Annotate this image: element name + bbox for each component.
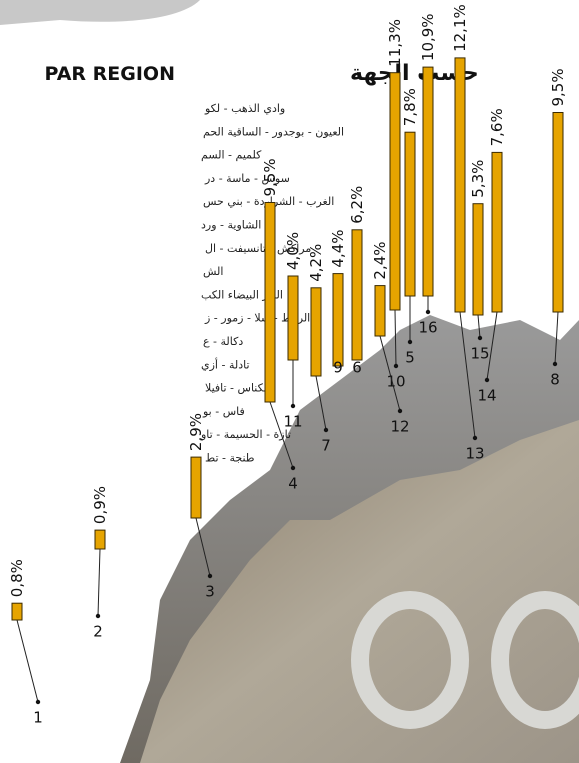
leader-dot xyxy=(408,340,412,344)
leader-dot xyxy=(426,310,430,314)
category-label: 3 xyxy=(205,583,215,601)
category-label: 10 xyxy=(386,373,405,391)
leader-dot xyxy=(324,428,328,432)
leader-dot xyxy=(394,364,398,368)
value-label: 7,6% xyxy=(488,108,506,146)
category-label: 1 xyxy=(33,709,43,727)
category-label: 7 xyxy=(321,437,331,455)
region-name: مكناس - تافيلا xyxy=(205,382,270,395)
region-name: العيون - بوجدور - الساقية الحم xyxy=(203,125,344,138)
leader-dot xyxy=(208,574,212,578)
bar xyxy=(311,288,321,376)
leader-dot xyxy=(291,466,295,470)
category-label: 16 xyxy=(418,319,437,337)
leader-line xyxy=(98,549,100,616)
region-name: تازة - الحسيمة - تاو xyxy=(200,428,291,441)
leader-dot xyxy=(36,700,40,704)
category-label: 5 xyxy=(405,349,415,367)
leader-dot xyxy=(96,614,100,618)
region-name: تادلة - أزي xyxy=(201,357,250,371)
infographic: PAR REGION حسب الجهة وادي الذهب - لكوالع… xyxy=(0,0,579,763)
value-label: 0,9% xyxy=(91,486,109,524)
category-label: 9 xyxy=(333,359,343,377)
region-name: الش xyxy=(203,265,223,278)
leader-dot xyxy=(485,378,489,382)
bar xyxy=(473,204,483,315)
bar xyxy=(12,603,22,620)
bar xyxy=(390,73,400,310)
category-label: 15 xyxy=(470,345,489,363)
background-shape xyxy=(0,0,200,25)
value-label: 6,2% xyxy=(348,186,366,224)
leader-dot xyxy=(478,336,482,340)
region-name: طنجة - تط xyxy=(205,452,255,465)
bar xyxy=(191,457,201,518)
leader-dot xyxy=(398,409,402,413)
value-label: 12,1% xyxy=(451,4,469,52)
category-label: 8 xyxy=(550,371,560,389)
region-name: فاس - بو xyxy=(202,405,245,418)
category-label: 4 xyxy=(288,475,298,493)
value-label: 4,2% xyxy=(307,244,325,282)
bar xyxy=(405,132,415,296)
leader-dot xyxy=(553,362,557,366)
value-label: 4,4% xyxy=(329,229,347,267)
category-label: 11 xyxy=(283,413,302,431)
bar xyxy=(333,274,343,366)
value-label: 4,0% xyxy=(284,232,302,270)
value-label: 7,8% xyxy=(401,88,419,126)
bar xyxy=(375,286,385,336)
region-name: وادي الذهب - لكو xyxy=(204,102,285,115)
category-label: 6 xyxy=(352,359,362,377)
value-label: 10,9% xyxy=(419,13,437,61)
category-label: 14 xyxy=(477,387,496,405)
category-label: 2 xyxy=(93,623,103,641)
value-label: 2,9% xyxy=(187,413,205,451)
value-label: 0,8% xyxy=(8,559,26,597)
leader-dot xyxy=(473,436,477,440)
value-label: 9,5% xyxy=(261,158,279,196)
bar xyxy=(265,203,275,403)
bar xyxy=(95,530,105,549)
bar xyxy=(288,276,298,360)
bar xyxy=(423,67,433,296)
value-label: 5,3% xyxy=(469,160,487,198)
bar xyxy=(553,113,563,313)
value-label: 2,4% xyxy=(371,241,389,279)
bar xyxy=(455,58,465,312)
region-name: الشاوية - ورد xyxy=(201,219,261,232)
bar xyxy=(492,152,502,312)
leader-dot xyxy=(291,404,295,408)
value-label: 9,5% xyxy=(549,68,567,106)
category-label: 12 xyxy=(390,418,409,436)
region-name: دكالة - ع xyxy=(203,335,243,348)
title: PAR REGION xyxy=(45,63,175,85)
category-label: 13 xyxy=(465,445,484,463)
bar xyxy=(352,230,362,360)
region-name: كلميم - السم xyxy=(201,149,262,162)
leader-line xyxy=(17,620,38,702)
value-label: 11,3% xyxy=(386,19,404,67)
